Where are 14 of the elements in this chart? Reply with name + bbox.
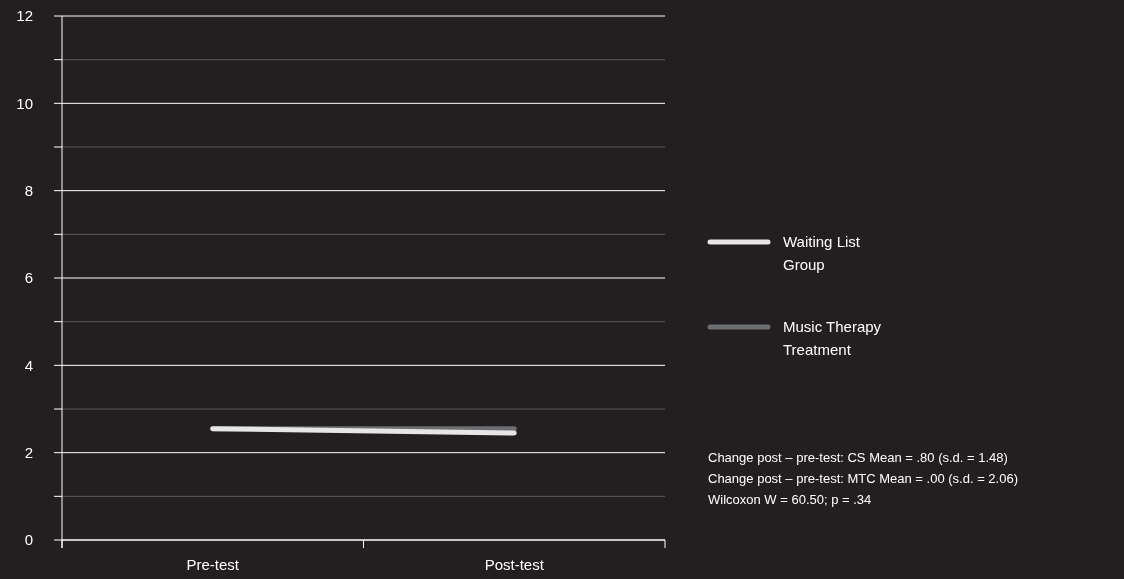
y-tick-label: 0 (24, 531, 33, 549)
legend-label: Waiting List Group (783, 233, 861, 273)
legend-label: Music Therapy Treatment (783, 318, 882, 358)
y-tick-label: 10 (16, 94, 33, 112)
y-tick-label: 4 (24, 356, 33, 374)
x-tick-label: Post-test (484, 556, 545, 573)
text: Change post – pre-test: MTC Mean = .00 (s.d. = 2.06) (708, 471, 1018, 486)
text: Wilcoxon W = 60.50; p = .34 (708, 492, 872, 507)
y-tick-label: 2 (24, 443, 33, 461)
y-tick-label: 12 (16, 7, 33, 25)
y-tick-label: 6 (24, 269, 33, 287)
y-tick-label: 8 (24, 181, 33, 199)
x-tick-label: Pre-test (186, 556, 240, 573)
text: Change post – pre-test: CS Mean = .80 (s.d. = 1.48) (708, 450, 1008, 465)
